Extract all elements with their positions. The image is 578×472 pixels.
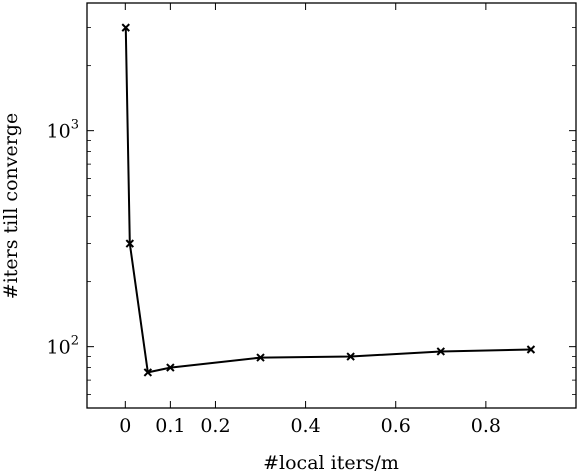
x-tick-label: 0 <box>119 415 131 437</box>
data-point-marker <box>166 363 175 372</box>
x-tick-label: 0.1 <box>155 415 185 437</box>
x-tick-label: 0.2 <box>200 415 230 437</box>
data-point-marker <box>436 347 445 356</box>
series-line <box>124 27 531 374</box>
y-tick-label: 102 <box>47 334 79 359</box>
data-point-marker <box>526 345 536 354</box>
x-axis-title: #local iters/m <box>263 452 399 472</box>
data-point-marker <box>121 23 130 32</box>
x-tick-labels: 0 0.1 0.2 0.4 0.6 0.8 <box>119 415 501 437</box>
ticks-layer <box>87 3 576 408</box>
x-tick-label: 0.4 <box>290 415 320 437</box>
data-point-marker <box>256 353 265 362</box>
data-point-marker <box>125 239 135 248</box>
y-tick-labels: 102 103 <box>47 118 79 359</box>
x-tick-label: 0.8 <box>471 415 501 437</box>
y-axis-title: #iters till converge <box>0 113 22 299</box>
y-tick-label: 103 <box>47 118 79 143</box>
x-tick-label: 0.6 <box>381 415 411 437</box>
data-point-marker <box>143 368 153 377</box>
series-layer <box>121 23 536 377</box>
data-point-marker <box>346 352 355 361</box>
plot-frame <box>86 2 577 409</box>
